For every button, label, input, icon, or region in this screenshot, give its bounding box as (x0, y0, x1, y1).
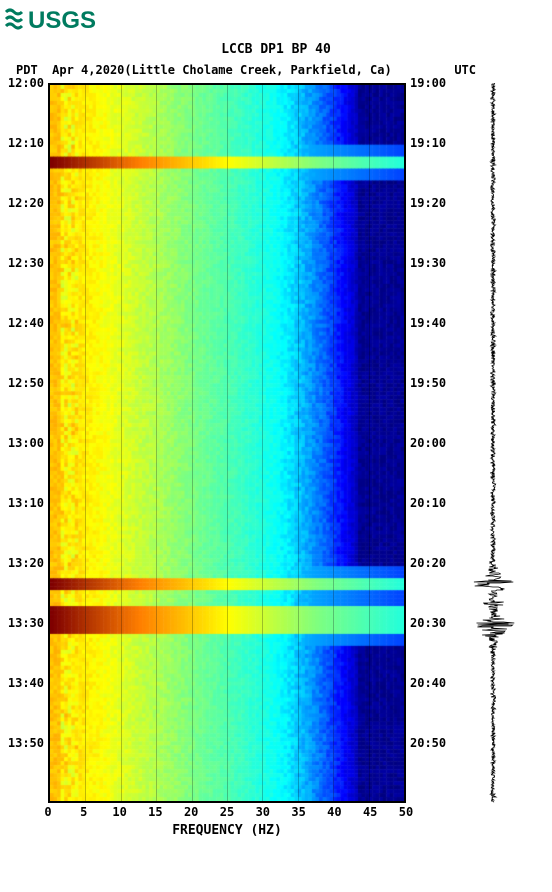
left-tick-label: 13:30 (8, 616, 44, 630)
right-tick-label: 20:50 (410, 736, 446, 750)
left-tick-label: 13:50 (8, 736, 44, 750)
x-tick-label: 15 (148, 805, 162, 819)
left-tick-label: 13:10 (8, 496, 44, 510)
right-tick-label: 19:00 (410, 76, 446, 90)
left-tz-label: PDT Apr 4,2020(Little Cholame Creek, Par… (16, 63, 392, 77)
waveform-trace (468, 83, 518, 803)
x-tick-label: 30 (256, 805, 270, 819)
x-axis-label: FREQUENCY (HZ) (48, 823, 406, 838)
left-tick-label: 12:10 (8, 136, 44, 150)
left-tick-label: 12:30 (8, 256, 44, 270)
x-tick-label: 40 (327, 805, 341, 819)
left-tick-label: 12:40 (8, 316, 44, 330)
right-time-axis: 19:0019:1019:2019:3019:4019:5020:0020:10… (406, 83, 450, 803)
left-tick-label: 12:50 (8, 376, 44, 390)
right-tz-label: UTC (454, 63, 476, 77)
left-tick-label: 12:20 (8, 196, 44, 210)
spectrogram (48, 83, 406, 803)
x-tick-label: 10 (112, 805, 126, 819)
x-tick-label: 20 (184, 805, 198, 819)
x-tick-label: 0 (44, 805, 51, 819)
right-tick-label: 20:20 (410, 556, 446, 570)
x-tick-label: 5 (80, 805, 87, 819)
x-tick-label: 50 (399, 805, 413, 819)
chart-title-line1: LCCB DP1 BP 40 (4, 42, 548, 59)
left-time-axis: 12:0012:1012:2012:3012:4012:5013:0013:10… (4, 83, 48, 803)
right-tick-label: 20:30 (410, 616, 446, 630)
right-tick-label: 19:10 (410, 136, 446, 150)
x-tick-label: 45 (363, 805, 377, 819)
left-tick-label: 13:00 (8, 436, 44, 450)
left-tick-label: 13:20 (8, 556, 44, 570)
plot-area: 12:0012:1012:2012:3012:4012:5013:0013:10… (4, 83, 548, 803)
right-tick-label: 20:10 (410, 496, 446, 510)
right-tick-label: 19:30 (410, 256, 446, 270)
left-tick-label: 13:40 (8, 676, 44, 690)
usgs-logo: USGS (4, 4, 548, 34)
right-tick-label: 19:20 (410, 196, 446, 210)
right-tick-label: 19:50 (410, 376, 446, 390)
svg-text:USGS: USGS (28, 7, 96, 34)
right-tick-label: 20:40 (410, 676, 446, 690)
x-tick-label: 25 (220, 805, 234, 819)
chart-title-block: LCCB DP1 BP 40 (4, 42, 548, 59)
header-row: PDT Apr 4,2020(Little Cholame Creek, Par… (4, 63, 548, 77)
x-tick-label: 35 (291, 805, 305, 819)
right-tick-label: 19:40 (410, 316, 446, 330)
right-tick-label: 20:00 (410, 436, 446, 450)
left-tick-label: 12:00 (8, 76, 44, 90)
frequency-axis: 05101520253035404550 (48, 803, 406, 823)
